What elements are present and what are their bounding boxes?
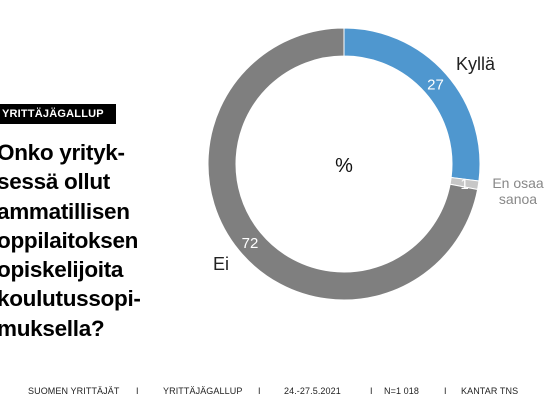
- question-title: Onko yrityk- sessä ollut ammatillisen op…: [0, 138, 197, 343]
- footer-source: SUOMEN YRITTÄJÄT I YRITTÄJÄGALLUP I 24.-…: [0, 384, 545, 400]
- footer-item: SUOMEN YRITTÄJÄT: [28, 386, 120, 396]
- question-line: opiskelijoita: [0, 257, 124, 283]
- question-line: oppilaitoksen: [0, 227, 139, 253]
- footer-item: KANTAR TNS: [461, 386, 519, 396]
- value-label-en-osaa-sanoa: 1: [460, 176, 468, 193]
- category-label-en-osaa-sanoa: sanoa: [499, 191, 537, 207]
- footer-item: YRITTÄJÄGALLUP: [163, 386, 243, 396]
- slice-ei: [207, 27, 479, 301]
- footer-separator: I: [136, 386, 139, 396]
- question-line: muksella?: [0, 315, 105, 341]
- footer-item: N=1 018: [384, 386, 419, 396]
- center-label: %: [335, 155, 353, 177]
- slice-kylla: [343, 27, 481, 182]
- question-line: ammatillisen: [0, 198, 130, 224]
- question-line: sessä ollut: [0, 169, 111, 195]
- survey-badge: YRITTÄJÄGALLUP: [0, 104, 116, 124]
- category-label-ei: Ei: [213, 254, 229, 274]
- category-label-kylla: Kyllä: [456, 54, 496, 74]
- footer-separator: I: [370, 386, 373, 396]
- value-label-ei: 72: [242, 235, 259, 252]
- footer-item: 24.-27.5.2021: [284, 386, 341, 396]
- question-line: Onko yrityk-: [0, 140, 125, 165]
- value-label-kylla: 27: [427, 76, 444, 93]
- donut-slices: [207, 27, 481, 301]
- question-line: koulutussopi-: [0, 286, 141, 312]
- footer-separator: I: [444, 386, 447, 396]
- category-label-en-osaa-sanoa: En osaa: [492, 175, 544, 191]
- footer-separator: I: [258, 386, 261, 396]
